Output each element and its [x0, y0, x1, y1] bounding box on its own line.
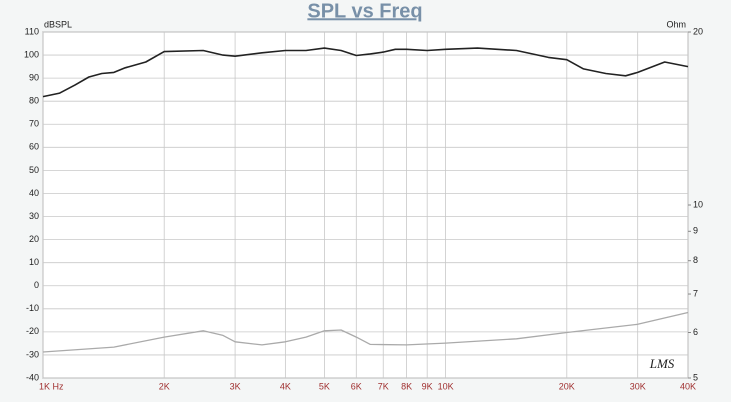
y2-tick-label: 10 — [693, 199, 703, 209]
x-tick-label: 10K — [438, 381, 454, 391]
y-tick-label: 110 — [25, 26, 39, 36]
x-tick-label: 3K — [230, 381, 241, 391]
y-tick-label: -30 — [26, 349, 39, 359]
x-tick-label: 8K — [401, 381, 412, 391]
x-tick-label: 20K — [559, 381, 575, 391]
series-line — [42, 311, 689, 353]
y2-tick-label: 8 — [693, 255, 698, 265]
series-line — [42, 47, 689, 98]
y-tick-label: -20 — [26, 326, 39, 336]
x-tick-label: 40K — [680, 381, 696, 391]
y-tick-label: 50 — [29, 165, 39, 175]
logo: LMS — [649, 356, 675, 371]
x-tick-label: 2K — [159, 381, 170, 391]
y-tick-label: 0 — [34, 280, 39, 290]
y2-tick-label: 20 — [693, 26, 703, 36]
y-tick-label: 90 — [29, 73, 39, 83]
y-tick-label: 80 — [29, 96, 39, 106]
y-tick-label: -10 — [26, 303, 39, 313]
x-tick-label: 4K — [280, 381, 291, 391]
y2-tick-label: 6 — [693, 327, 698, 337]
y-tick-label: 70 — [29, 119, 39, 129]
y-axis-label: dBSPL — [44, 19, 72, 29]
y2-tick-label: 5 — [693, 372, 698, 382]
x-tick-label: 6K — [351, 381, 362, 391]
y2-tick-label: 7 — [693, 288, 698, 298]
y-tick-label: 10 — [29, 257, 39, 267]
x-tick-label: 30K — [630, 381, 646, 391]
x-tick-label: 7K — [378, 381, 389, 391]
x-tick-label: 9K — [422, 381, 433, 391]
x-tick-label: 5K — [319, 381, 330, 391]
y-tick-label: -40 — [26, 372, 39, 382]
y-tick-label: 40 — [29, 188, 39, 198]
plot-area — [42, 31, 689, 379]
y-tick-label: 20 — [29, 234, 39, 244]
x-tick-label: 1K Hz — [39, 381, 64, 391]
y-tick-label: 100 — [24, 49, 39, 59]
chart-title: SPL vs Freq — [307, 0, 422, 22]
y-tick-label: 30 — [29, 211, 39, 221]
y-tick-label: 60 — [29, 142, 39, 152]
y2-tick-label: 9 — [693, 226, 698, 236]
y2-axis-label: Ohm — [666, 19, 686, 29]
